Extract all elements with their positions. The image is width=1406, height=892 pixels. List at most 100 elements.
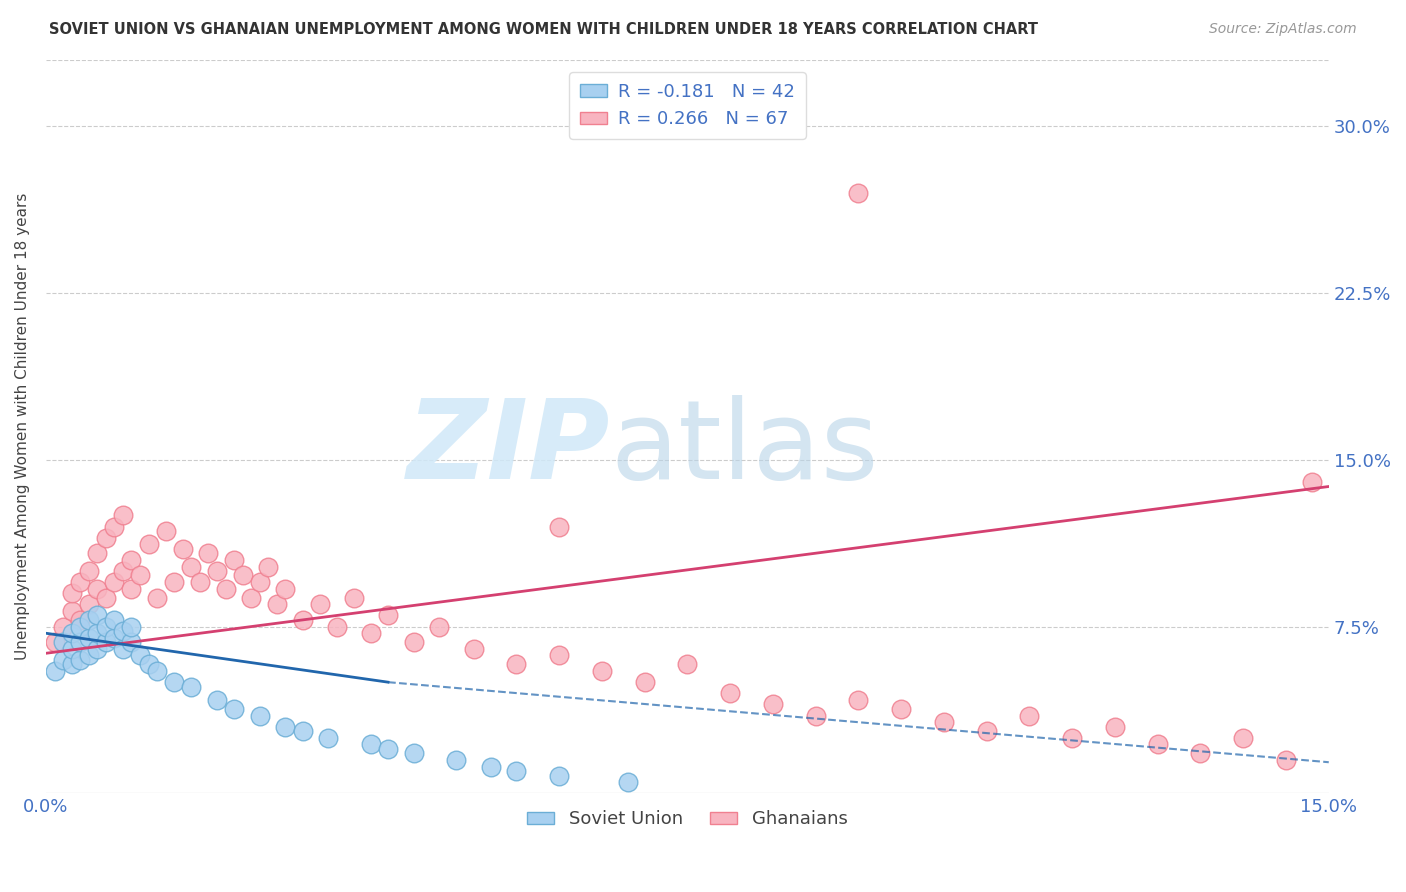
- Point: [197, 546, 219, 560]
- Point: [616, 775, 638, 789]
- Point: [60, 586, 83, 600]
- Point: [848, 693, 870, 707]
- Point: [633, 675, 655, 690]
- Point: [240, 591, 263, 605]
- Point: [224, 553, 246, 567]
- Text: ZIP: ZIP: [406, 395, 610, 502]
- Point: [505, 657, 527, 672]
- Point: [69, 613, 91, 627]
- Point: [249, 575, 271, 590]
- Point: [274, 582, 297, 596]
- Point: [224, 702, 246, 716]
- Point: [155, 524, 177, 538]
- Point: [146, 591, 169, 605]
- Point: [103, 613, 125, 627]
- Point: [762, 698, 785, 712]
- Point: [163, 575, 186, 590]
- Point: [121, 553, 143, 567]
- Point: [377, 742, 399, 756]
- Point: [188, 575, 211, 590]
- Legend: Soviet Union, Ghanaians: Soviet Union, Ghanaians: [520, 803, 855, 836]
- Point: [377, 608, 399, 623]
- Point: [308, 598, 330, 612]
- Point: [180, 559, 202, 574]
- Point: [77, 564, 100, 578]
- Text: atlas: atlas: [610, 395, 879, 502]
- Point: [1275, 753, 1298, 767]
- Point: [232, 568, 254, 582]
- Point: [402, 635, 425, 649]
- Point: [103, 631, 125, 645]
- Point: [86, 582, 108, 596]
- Point: [463, 641, 485, 656]
- Point: [69, 619, 91, 633]
- Point: [60, 604, 83, 618]
- Point: [121, 619, 143, 633]
- Point: [427, 619, 450, 633]
- Point: [249, 708, 271, 723]
- Point: [360, 626, 382, 640]
- Point: [180, 680, 202, 694]
- Point: [121, 582, 143, 596]
- Point: [86, 546, 108, 560]
- Point: [60, 641, 83, 656]
- Point: [326, 619, 349, 633]
- Point: [205, 564, 228, 578]
- Point: [77, 613, 100, 627]
- Y-axis label: Unemployment Among Women with Children Under 18 years: Unemployment Among Women with Children U…: [15, 193, 30, 660]
- Point: [86, 641, 108, 656]
- Point: [402, 747, 425, 761]
- Point: [205, 693, 228, 707]
- Point: [214, 582, 236, 596]
- Point: [932, 715, 955, 730]
- Point: [111, 624, 134, 638]
- Point: [77, 598, 100, 612]
- Point: [121, 635, 143, 649]
- Point: [718, 686, 741, 700]
- Point: [77, 648, 100, 663]
- Point: [52, 653, 75, 667]
- Point: [138, 657, 160, 672]
- Point: [1018, 708, 1040, 723]
- Point: [1146, 738, 1168, 752]
- Point: [1189, 747, 1212, 761]
- Point: [676, 657, 699, 672]
- Point: [60, 626, 83, 640]
- Point: [446, 753, 468, 767]
- Point: [548, 519, 571, 533]
- Point: [548, 768, 571, 782]
- Point: [111, 641, 134, 656]
- Point: [591, 664, 613, 678]
- Point: [138, 537, 160, 551]
- Point: [129, 568, 152, 582]
- Point: [77, 631, 100, 645]
- Point: [163, 675, 186, 690]
- Point: [505, 764, 527, 778]
- Point: [1104, 720, 1126, 734]
- Text: Source: ZipAtlas.com: Source: ZipAtlas.com: [1209, 22, 1357, 37]
- Point: [94, 591, 117, 605]
- Point: [172, 541, 194, 556]
- Point: [103, 575, 125, 590]
- Point: [86, 626, 108, 640]
- Point: [111, 564, 134, 578]
- Point: [94, 619, 117, 633]
- Point: [44, 664, 66, 678]
- Point: [86, 608, 108, 623]
- Point: [111, 508, 134, 523]
- Point: [316, 731, 339, 745]
- Point: [257, 559, 280, 574]
- Point: [1232, 731, 1254, 745]
- Point: [129, 648, 152, 663]
- Point: [291, 724, 314, 739]
- Point: [94, 635, 117, 649]
- Point: [94, 531, 117, 545]
- Point: [69, 653, 91, 667]
- Point: [890, 702, 912, 716]
- Point: [343, 591, 366, 605]
- Point: [976, 724, 998, 739]
- Point: [360, 738, 382, 752]
- Point: [1301, 475, 1323, 489]
- Point: [479, 759, 502, 773]
- Text: SOVIET UNION VS GHANAIAN UNEMPLOYMENT AMONG WOMEN WITH CHILDREN UNDER 18 YEARS C: SOVIET UNION VS GHANAIAN UNEMPLOYMENT AM…: [49, 22, 1038, 37]
